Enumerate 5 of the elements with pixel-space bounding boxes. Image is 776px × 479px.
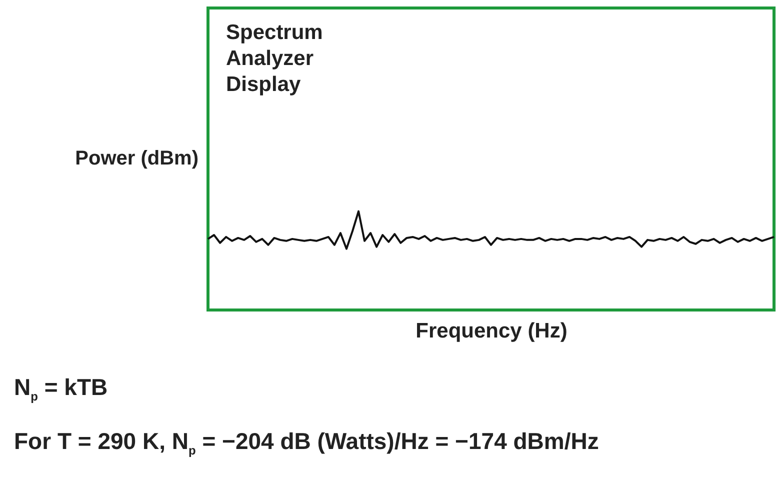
text: For T = 290 K, N$_{p}$ = −204 dB (Watts)/Hz = −174 dBm/Hz — [14, 426, 599, 460]
text: N$_{p}$ = kTB — [14, 373, 109, 406]
text: Spectrum Analyzer Display — [226, 21, 323, 96]
x-axis-title: Frequency (Hz) — [416, 320, 568, 342]
y-axis-title: Power (dBm) — [75, 148, 198, 170]
